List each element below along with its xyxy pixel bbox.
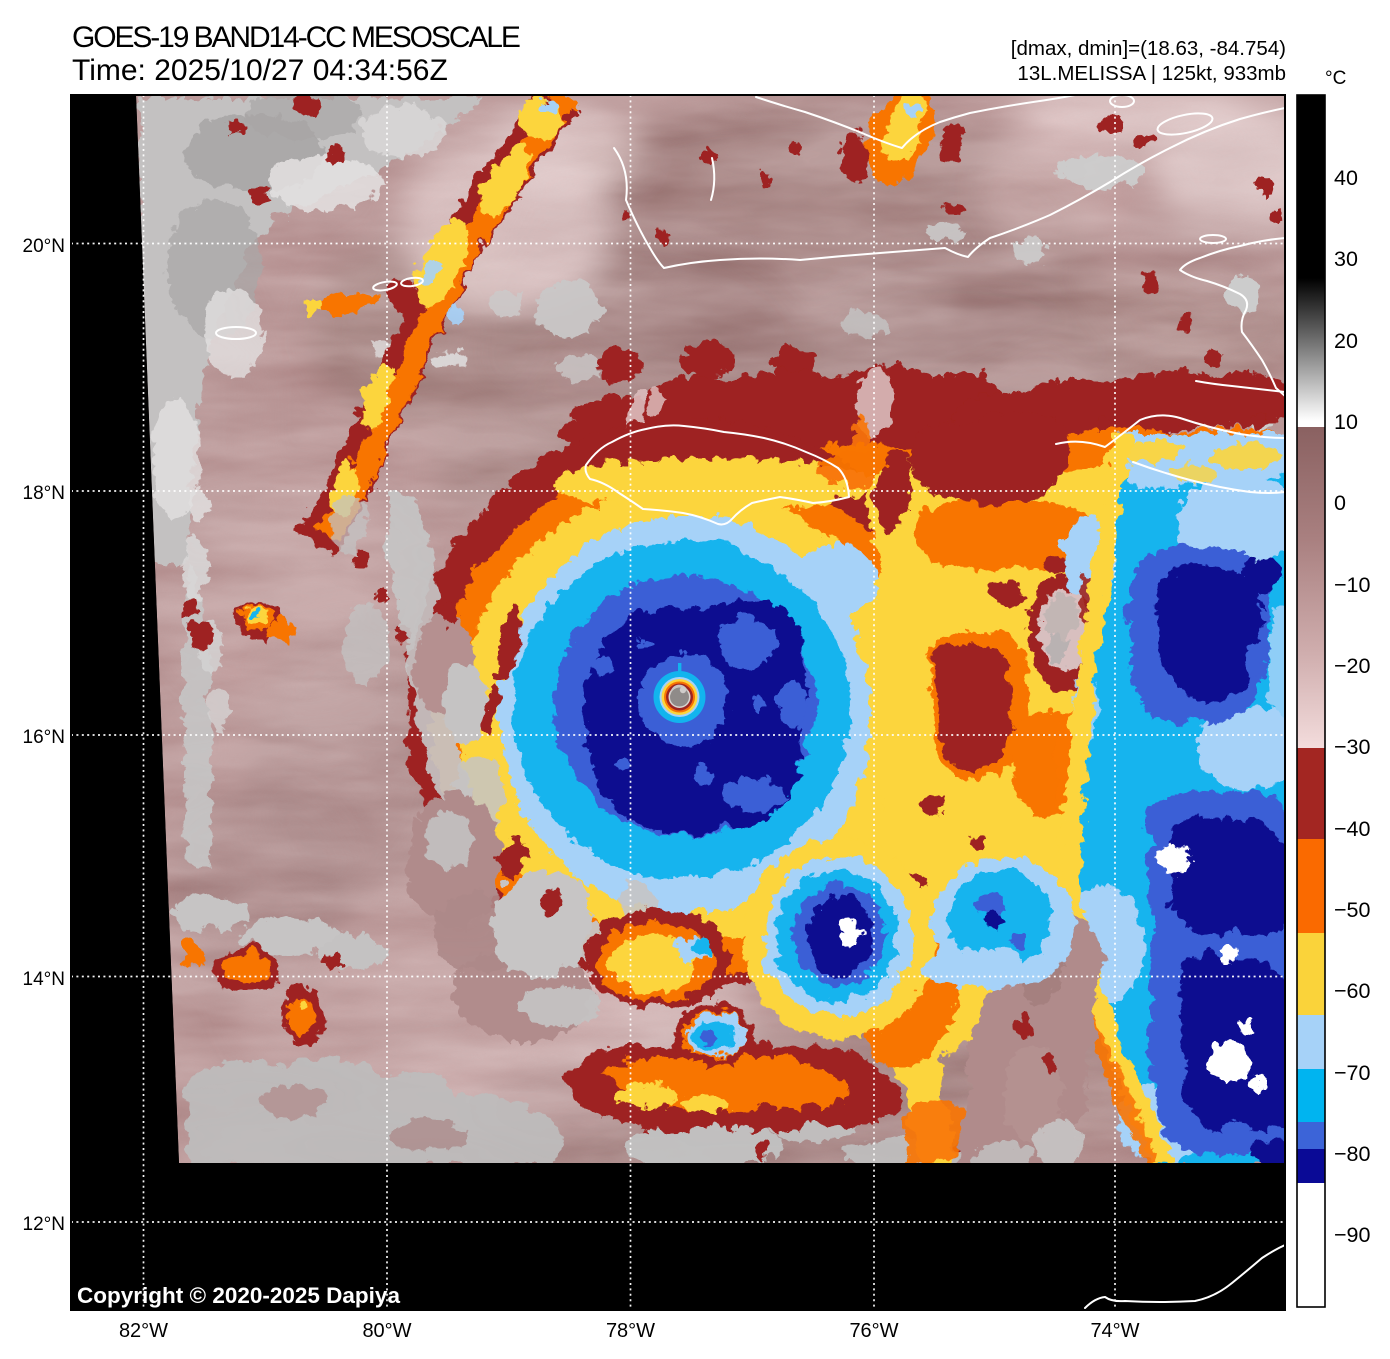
svg-text:12°N: 12°N (23, 1214, 65, 1235)
svg-text:18°N: 18°N (23, 483, 65, 504)
svg-text:40: 40 (1334, 166, 1358, 190)
svg-text:20°N: 20°N (23, 236, 65, 257)
svg-text:14°N: 14°N (23, 969, 65, 990)
svg-text:13L.MELISSA | 125kt, 933mb: 13L.MELISSA | 125kt, 933mb (1017, 62, 1286, 85)
svg-text:82°W: 82°W (119, 1320, 168, 1342)
svg-text:−40: −40 (1334, 817, 1371, 841)
svg-text:−10: −10 (1334, 573, 1371, 597)
svg-text:Time: 2025/10/27 04:34:56Z: Time: 2025/10/27 04:34:56Z (72, 54, 448, 87)
svg-text:20: 20 (1334, 329, 1358, 353)
svg-text:76°W: 76°W (849, 1320, 898, 1342)
svg-text:74°W: 74°W (1090, 1320, 1139, 1342)
svg-text:78°W: 78°W (606, 1320, 655, 1342)
svg-text:GOES-19 BAND14-CC MESOSCALE: GOES-19 BAND14-CC MESOSCALE (72, 21, 520, 54)
svg-text:−90: −90 (1334, 1223, 1371, 1247)
svg-text:0: 0 (1334, 491, 1346, 515)
svg-text:°C: °C (1325, 68, 1346, 89)
svg-text:−70: −70 (1334, 1061, 1371, 1085)
svg-text:[dmax, dmin]=(18.63, -84.754): [dmax, dmin]=(18.63, -84.754) (1011, 37, 1286, 60)
svg-text:−20: −20 (1334, 654, 1371, 678)
svg-text:Copyright © 2020-2025 Dapiya: Copyright © 2020-2025 Dapiya (77, 1283, 400, 1308)
svg-text:30: 30 (1334, 247, 1358, 271)
svg-text:10: 10 (1334, 410, 1358, 434)
svg-text:−60: −60 (1334, 979, 1371, 1003)
svg-text:16°N: 16°N (23, 727, 65, 748)
svg-text:−50: −50 (1334, 898, 1371, 922)
svg-text:−30: −30 (1334, 735, 1371, 759)
svg-text:80°W: 80°W (362, 1320, 411, 1342)
svg-text:−80: −80 (1334, 1142, 1371, 1166)
